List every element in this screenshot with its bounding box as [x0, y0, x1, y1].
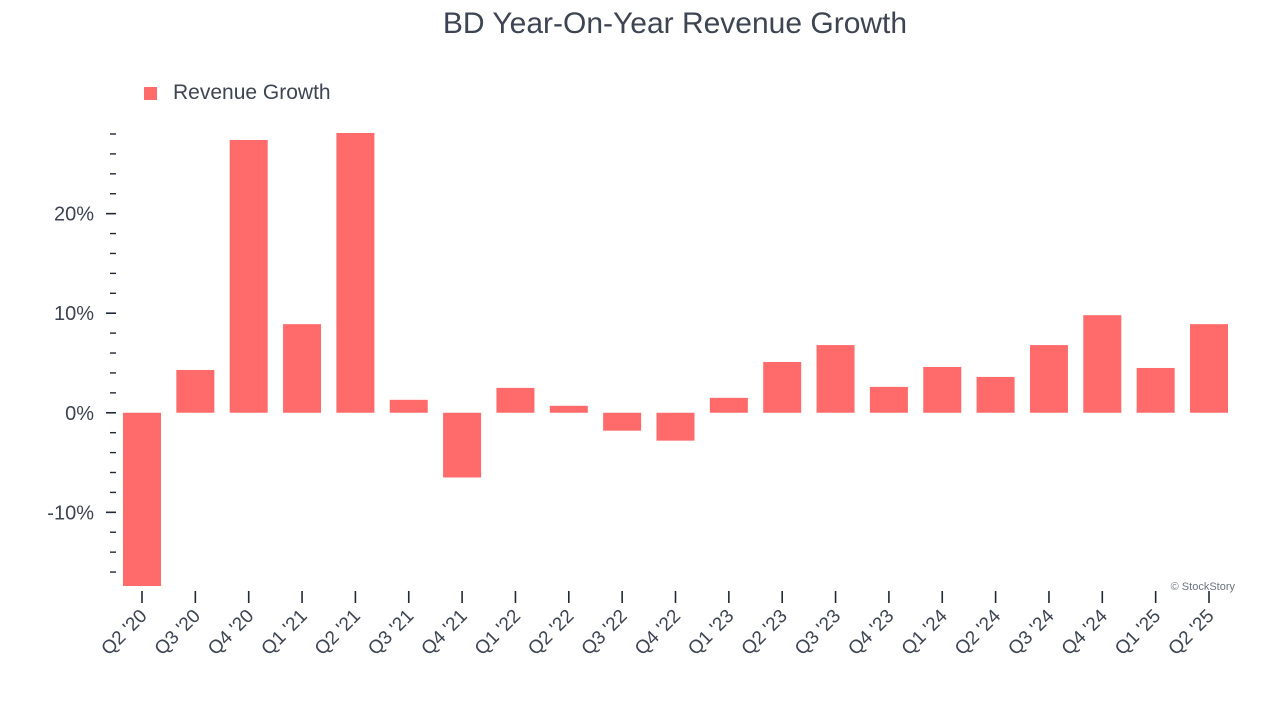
bar-q3-21 — [389, 399, 428, 413]
bar-q3-20 — [176, 369, 215, 413]
legend-label: Revenue Growth — [173, 81, 331, 104]
x-tick-label: Q1 '22 — [471, 606, 525, 660]
x-axis: Q2 '20 Q3 '20 Q4 '20 Q1 '21 Q2 '21 Q3 '21 Q4 '… — [98, 591, 1219, 660]
bar-q2-20 — [123, 412, 161, 586]
x-tick-label: Q3 '21 — [364, 606, 418, 660]
x-tick-label: Q1 '25 — [1111, 606, 1165, 660]
bar-q1-22 — [496, 387, 535, 413]
bar-q4-22 — [656, 412, 695, 441]
bar-q1-25 — [1136, 367, 1175, 413]
chart-title: BD Year-On-Year Revenue Growth — [443, 7, 907, 40]
y-tick-label: 20% — [54, 204, 94, 226]
bar-q4-23 — [869, 386, 908, 413]
x-tick-label: Q3 '22 — [578, 606, 632, 660]
x-tick-label: Q2 '23 — [738, 606, 792, 660]
y-tick-label: -10% — [47, 502, 94, 524]
bar-q2-23 — [763, 361, 802, 413]
y-axis: 20% 10% 0% -10% — [47, 133, 116, 573]
bar-q1-21 — [283, 324, 322, 413]
x-tick-label: Q4 '20 — [204, 606, 258, 660]
bar-q4-21 — [443, 412, 482, 478]
bar-q3-22 — [603, 412, 642, 431]
bar-q1-24 — [923, 366, 962, 413]
x-tick-label: Q2 '22 — [524, 606, 578, 660]
bar-q4-20 — [229, 139, 268, 413]
x-tick-label: Q3 '23 — [791, 606, 845, 660]
x-tick-label: Q3 '20 — [151, 606, 205, 660]
x-tick-label: Q4 '24 — [1058, 605, 1112, 659]
y-tick-label: 10% — [54, 303, 94, 325]
y-tick-label: 0% — [65, 403, 94, 425]
x-tick-label: Q2 '25 — [1165, 606, 1219, 660]
x-tick-label: Q2 '24 — [951, 605, 1005, 659]
bars — [123, 133, 1228, 586]
bar-q3-24 — [1029, 345, 1068, 413]
bar-q1-23 — [709, 397, 748, 413]
legend-swatch — [144, 87, 157, 100]
x-tick-label: Q2 '20 — [98, 606, 152, 660]
bar-q3-23 — [816, 345, 855, 413]
x-tick-label: Q4 '22 — [631, 606, 685, 660]
bar-q2-24 — [976, 376, 1015, 413]
x-tick-label: Q1 '21 — [258, 606, 312, 660]
x-tick-label: Q1 '24 — [898, 605, 952, 659]
bar-q2-21 — [336, 133, 375, 413]
watermark: © StockStory — [1171, 581, 1236, 593]
x-tick-label: Q1 '23 — [684, 606, 738, 660]
bar-q2-25 — [1190, 324, 1228, 413]
x-tick-label: Q3 '24 — [1004, 605, 1058, 659]
bar-q4-24 — [1083, 315, 1122, 413]
x-tick-label: Q2 '21 — [311, 606, 365, 660]
x-tick-label: Q4 '21 — [418, 606, 472, 660]
x-tick-label: Q4 '23 — [844, 606, 898, 660]
bar-q2-22 — [549, 405, 588, 413]
legend: Revenue Growth — [144, 81, 331, 104]
